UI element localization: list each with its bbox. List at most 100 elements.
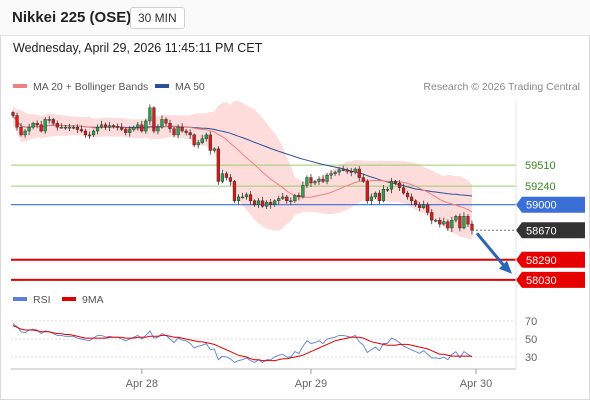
candle [430, 209, 434, 225]
candle [35, 120, 39, 129]
candle-body [160, 119, 164, 128]
candle-body [71, 126, 75, 129]
candle [410, 193, 414, 205]
header-bar: Nikkei 225 (OSE) 30 MIN [0, 0, 590, 36]
candle [369, 193, 373, 205]
candle-body [277, 198, 281, 202]
candle-body [120, 126, 124, 130]
candle [95, 124, 100, 135]
candle-body [47, 119, 51, 121]
level-label-58290: 58290 [526, 255, 557, 267]
candle [104, 122, 108, 130]
candle-body [385, 188, 390, 191]
candle [405, 190, 410, 200]
candle [462, 212, 466, 230]
candle-body [27, 126, 31, 132]
candle [257, 198, 261, 209]
candle [325, 173, 329, 185]
candle [240, 192, 245, 199]
candle [285, 194, 289, 204]
candle [212, 147, 216, 153]
candle-body [31, 123, 35, 128]
x-tick-label: Apr 30 [460, 378, 492, 390]
level-label-58670: 58670 [526, 225, 557, 237]
candle [200, 134, 204, 145]
candle-body [55, 123, 59, 128]
candle [337, 167, 341, 176]
candle-body [450, 220, 454, 229]
candle [470, 220, 474, 235]
candle-body [418, 204, 422, 208]
rsi-panel: 30 50 70 [11, 316, 537, 364]
candle [108, 122, 112, 132]
candle-body [401, 187, 406, 194]
candle [422, 200, 426, 210]
candle-body [414, 200, 418, 205]
candle [458, 213, 462, 232]
candle [345, 167, 349, 175]
candle [132, 125, 136, 132]
candle [180, 123, 184, 133]
candle [385, 187, 390, 192]
rsi-tick-label: 70 [525, 316, 537, 328]
candle [321, 175, 325, 183]
candle-body [43, 119, 47, 132]
candle [148, 104, 152, 125]
candle-body [341, 169, 345, 171]
candle-body [365, 181, 369, 202]
candle-body [180, 126, 184, 132]
candle [426, 202, 430, 216]
copyright-label: Research © 2026 Trading Central [423, 81, 580, 93]
candle-body [188, 132, 192, 136]
candle [357, 166, 361, 181]
candle-body [136, 124, 140, 128]
candle-body [410, 196, 414, 202]
candle [269, 198, 273, 209]
ma9-legend-swatch [62, 297, 76, 301]
timeframe-badge[interactable]: 30 MIN [130, 7, 185, 29]
candle-body [261, 200, 265, 207]
candle-body [99, 124, 104, 128]
candle [124, 127, 128, 136]
candle [204, 132, 208, 142]
candle [349, 167, 353, 177]
candle-body [349, 171, 353, 173]
level-label-58030: 58030 [526, 275, 557, 287]
candle-body [442, 221, 446, 225]
candle-body [95, 126, 100, 132]
candle [438, 217, 442, 228]
candle-body [156, 126, 160, 132]
candle-body [104, 124, 108, 128]
candle-body [164, 119, 168, 124]
candle [273, 199, 277, 207]
level-label-59240: 59240 [525, 181, 556, 193]
candle-body [257, 200, 261, 205]
candle [192, 133, 196, 148]
price-panel [11, 100, 516, 281]
rsi-legend-label: RSI [33, 294, 51, 306]
level-label-59510: 59510 [525, 160, 556, 172]
candle-body [112, 125, 116, 127]
rsi-tick-label: 50 [525, 334, 537, 346]
candle-body [454, 216, 458, 221]
x-axis: Apr 28 Apr 29 Apr 30 [126, 369, 492, 390]
candle [140, 120, 144, 133]
candle [116, 123, 120, 131]
candle [160, 115, 164, 129]
x-tick-label: Apr 28 [126, 378, 158, 390]
candle-body [59, 126, 63, 129]
candle [232, 179, 237, 203]
candle-body [397, 182, 402, 188]
candle [67, 123, 71, 132]
ma50-legend-swatch [155, 84, 169, 88]
candle-body [393, 181, 398, 184]
candle-body [325, 175, 329, 182]
candle-body [265, 202, 269, 207]
candle-body [345, 169, 349, 172]
candle-body [23, 130, 27, 136]
candle-body [329, 173, 333, 176]
candle-body [309, 177, 313, 184]
candle [450, 216, 454, 232]
candle-body [317, 178, 321, 182]
candle [128, 126, 132, 137]
